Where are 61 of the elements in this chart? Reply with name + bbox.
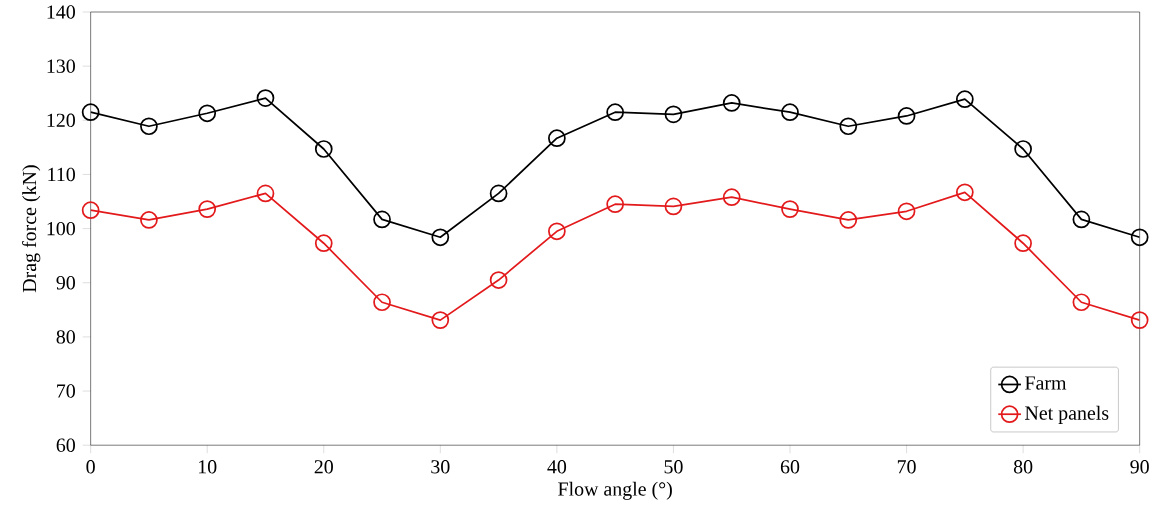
x-tick-label: 0 (86, 460, 95, 474)
x-axis-title: Flow angle (°) (558, 481, 672, 500)
point (140, 117, 158, 136)
point (1072, 293, 1091, 312)
y-tick-label: 120 (47, 113, 75, 128)
y-tick-label: 70 (57, 384, 75, 398)
x-tick-label: 90 (1130, 460, 1149, 474)
point (781, 103, 799, 122)
point (606, 103, 625, 122)
point (489, 184, 508, 203)
point (722, 188, 741, 207)
point (722, 94, 741, 112)
point (431, 228, 450, 247)
point (1130, 228, 1149, 247)
y-tick-label: 80 (56, 330, 75, 344)
point (1014, 234, 1032, 253)
point (198, 104, 217, 123)
x-tick-label: 50 (664, 460, 683, 474)
point (431, 311, 450, 330)
y-tick-label: 130 (47, 59, 75, 73)
point (839, 211, 858, 229)
point (1130, 311, 1149, 330)
point (955, 90, 974, 109)
x-tick-label: 30 (431, 460, 450, 474)
point (373, 293, 391, 312)
point (664, 197, 683, 216)
point (489, 271, 508, 289)
x-tick-label: 80 (1013, 460, 1033, 474)
x-tick-label: 70 (897, 460, 916, 474)
y-tick-label: 60 (56, 438, 75, 452)
point (664, 105, 683, 124)
point (955, 183, 974, 202)
point (839, 117, 858, 136)
point (81, 103, 100, 122)
y-tick-label: 110 (48, 167, 75, 182)
point (373, 210, 391, 229)
point (81, 201, 100, 220)
point (314, 140, 333, 158)
y-tick-label: 140 (47, 5, 75, 19)
y-axis-title: Drag force (kN) (22, 165, 41, 293)
x-tick-label: 20 (314, 460, 333, 474)
point (548, 222, 566, 241)
x-tick-label: 40 (547, 460, 567, 474)
point (1014, 140, 1032, 158)
point (897, 202, 916, 221)
point (140, 211, 158, 229)
x-tick-label: 60 (780, 460, 800, 474)
legend-label: Net panels (1025, 405, 1109, 424)
point (256, 184, 275, 203)
point (897, 107, 916, 125)
point (198, 200, 217, 219)
y-tick-label: 90 (56, 276, 75, 290)
point (781, 200, 799, 219)
point (314, 234, 333, 253)
point (1072, 210, 1091, 229)
y-tick-label: 100 (47, 221, 75, 236)
point (256, 89, 275, 108)
legend-label: Farm (1025, 376, 1067, 390)
x-tick-label: 10 (198, 460, 217, 474)
point (548, 129, 566, 148)
point (606, 195, 625, 214)
